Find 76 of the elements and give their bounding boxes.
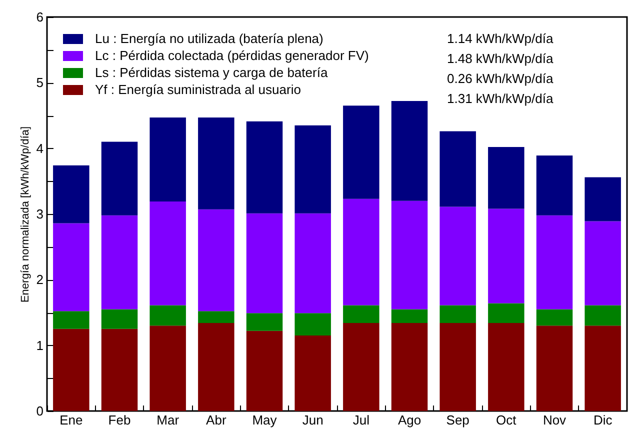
bar <box>101 142 138 216</box>
bar <box>53 223 90 312</box>
bar <box>150 117 186 202</box>
bar <box>246 313 283 331</box>
x-tick-label: Abr <box>206 412 227 428</box>
bar <box>536 215 573 310</box>
bar <box>440 305 476 324</box>
legend-label: Ls : Pérdidas sistema y carga de batería <box>95 65 328 80</box>
legend-label: Lc : Pérdida colectada (pérdidas generador FV) <box>95 48 369 63</box>
x-tick-label: Ago <box>398 412 422 428</box>
bar <box>343 323 380 411</box>
bar <box>53 165 90 224</box>
bar <box>101 328 138 411</box>
x-tick-label: Mar <box>156 412 180 428</box>
bar <box>391 323 428 411</box>
y-tick-label: 4 <box>36 140 44 156</box>
bar <box>343 198 380 306</box>
bar <box>440 323 476 411</box>
y-tick-label: 1 <box>36 338 44 353</box>
y-tick-label: 3 <box>36 206 44 222</box>
x-tick-label: Sep <box>446 412 470 428</box>
legend-label: Yf : Energía suministrada al usuario <box>95 82 301 97</box>
x-tick-label: Oct <box>496 412 517 428</box>
bar <box>391 101 428 201</box>
bar <box>246 213 283 314</box>
bar <box>294 125 331 214</box>
legend-label: Lu : Energía no utilizada (batería plena) <box>95 31 324 46</box>
bar <box>584 221 621 306</box>
y-axis-title: Energía normalizada [kWh/kWp/día] <box>19 126 32 303</box>
bar <box>198 209 234 312</box>
bar <box>536 309 573 326</box>
bar <box>198 117 234 210</box>
annotation: 1.14 kWh/kWp/día <box>447 31 554 46</box>
bar <box>488 147 524 209</box>
bar <box>246 121 283 214</box>
bar <box>294 335 331 411</box>
bar <box>150 326 186 411</box>
y-tick-label: 5 <box>36 75 44 90</box>
bar <box>391 309 428 324</box>
annotation: 1.48 kWh/kWp/día <box>447 51 554 66</box>
bar <box>488 208 524 304</box>
x-tick-label: Jun <box>302 412 324 428</box>
annotation: 0.26 kWh/kWp/día <box>447 71 554 86</box>
bar <box>101 309 138 329</box>
bar <box>53 328 90 411</box>
bar <box>343 106 380 199</box>
annotation: 1.31 kWh/kWp/día <box>447 91 554 106</box>
bar <box>488 303 524 324</box>
bar <box>198 311 234 324</box>
bar <box>150 202 186 306</box>
bar <box>53 311 90 329</box>
bar <box>294 313 331 336</box>
x-tick-label: Ene <box>60 412 83 428</box>
bar <box>294 213 331 314</box>
x-tick-label: May <box>252 412 278 428</box>
y-tick-label: 2 <box>36 272 44 288</box>
y-tick-label: 0 <box>36 404 44 418</box>
y-tick-label: 6 <box>36 10 44 24</box>
bar <box>584 326 621 411</box>
bar <box>584 177 621 222</box>
bar <box>150 305 186 326</box>
x-tick-label: Jul <box>352 412 370 428</box>
bar <box>246 330 283 411</box>
bar <box>343 305 380 324</box>
bar <box>391 200 428 310</box>
bar <box>101 215 138 310</box>
x-tick-label: Feb <box>108 412 131 428</box>
x-tick-label: Nov <box>542 412 567 428</box>
bar <box>584 305 621 326</box>
x-tick-label: Dic <box>593 412 613 428</box>
bar <box>488 323 524 411</box>
bar <box>440 131 476 207</box>
bar <box>536 326 573 411</box>
bar <box>440 206 476 306</box>
bar <box>198 323 234 411</box>
bar <box>536 156 573 216</box>
